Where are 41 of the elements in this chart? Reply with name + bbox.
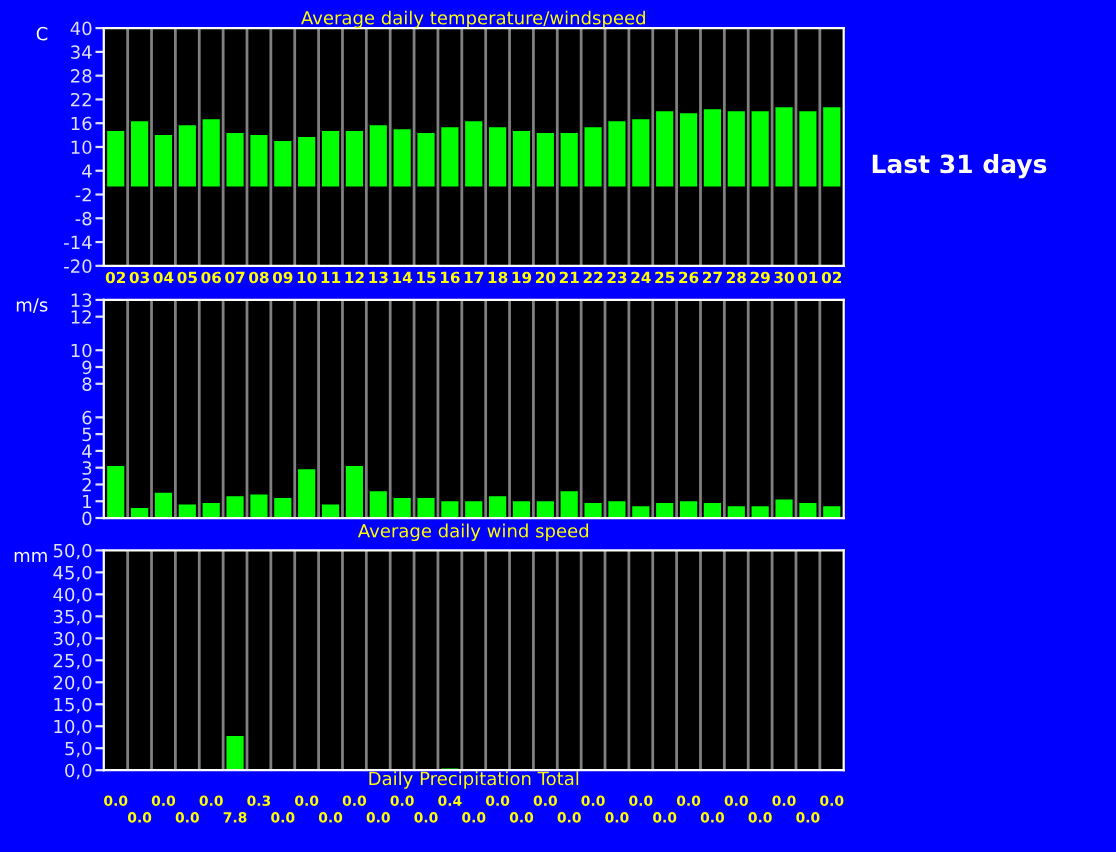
y-tick-label: 22 bbox=[71, 92, 91, 107]
y-tick-label: 40 bbox=[70, 21, 92, 36]
y-tick-label: -2 bbox=[75, 187, 91, 202]
y-tick-label: 45,0 bbox=[53, 565, 92, 582]
y-tick-label: 12 bbox=[71, 310, 91, 324]
y-tick-label: -8 bbox=[75, 211, 92, 226]
x-axis-title: Daily Precipitation Total bbox=[369, 771, 579, 789]
y-tick-label: 30,0 bbox=[53, 631, 92, 648]
y-tick-label: 5,0 bbox=[65, 741, 92, 758]
y-tick-label: -20 bbox=[64, 259, 92, 273]
y-tick-label: 16 bbox=[71, 116, 92, 131]
x-axis-title: Average daily wind speed bbox=[357, 523, 589, 542]
y-tick-label: 20,0 bbox=[53, 675, 92, 692]
y-tick-label: 8 bbox=[82, 377, 92, 391]
y-tick-label: 0,0 bbox=[65, 763, 92, 780]
y-axis-title: mm bbox=[14, 551, 47, 562]
y-tick-label: 3 bbox=[82, 461, 92, 475]
y-tick-label: 25,0 bbox=[53, 653, 92, 670]
y-tick-label: 13 bbox=[71, 293, 92, 308]
y-axis-title: C bbox=[36, 26, 48, 41]
y-tick-label: 4 bbox=[82, 164, 92, 178]
text: Last 31 days bbox=[872, 153, 1047, 179]
y-tick-label: 2 bbox=[82, 477, 91, 492]
y-tick-label: 0 bbox=[82, 511, 92, 526]
y-tick-label: 50,0 bbox=[53, 543, 92, 560]
y-tick-label: 35,0 bbox=[53, 609, 92, 626]
y-tick-label: 9 bbox=[82, 360, 92, 375]
y-tick-label: 40,0 bbox=[53, 587, 92, 604]
y-tick-label: 1 bbox=[83, 494, 92, 509]
y-tick-label: 10 bbox=[71, 140, 92, 155]
y-axis-title: m/s bbox=[16, 298, 48, 314]
y-tick-label: 28 bbox=[71, 69, 92, 83]
y-tick-label: 6 bbox=[82, 410, 92, 425]
y-tick-label: 34 bbox=[71, 45, 92, 59]
y-tick-label: 10,0 bbox=[54, 719, 92, 736]
y-tick-label: 15,0 bbox=[54, 697, 92, 714]
chart-title: Average daily temperature/windspeed bbox=[301, 10, 645, 29]
y-tick-label: -14 bbox=[64, 235, 92, 249]
y-tick-label: 4 bbox=[82, 444, 92, 458]
y-tick-label: 10 bbox=[71, 343, 92, 358]
y-tick-label: 5 bbox=[82, 427, 92, 442]
